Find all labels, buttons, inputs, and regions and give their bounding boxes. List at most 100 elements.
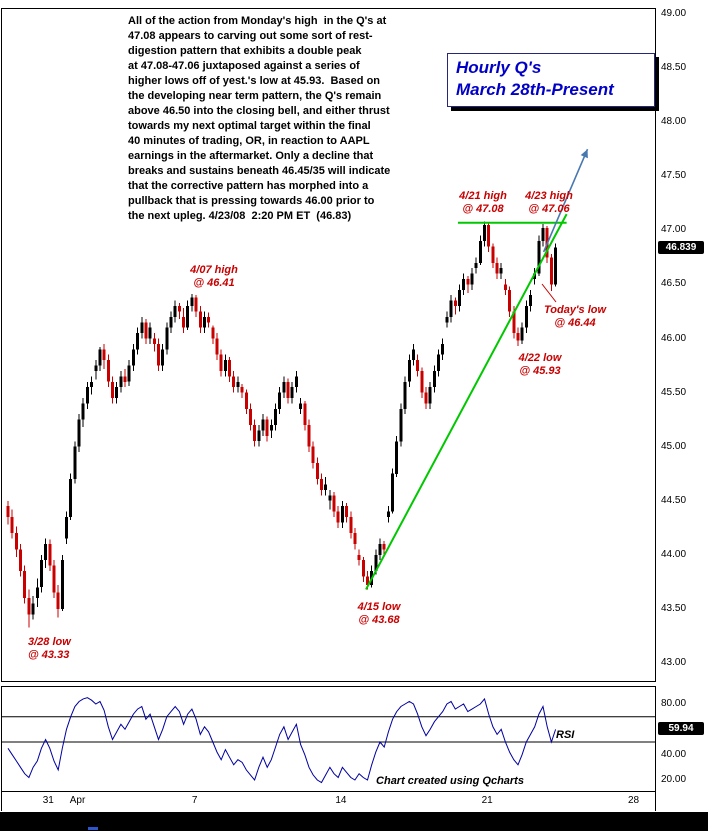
candle-body: [119, 376, 123, 388]
candle-body: [203, 316, 206, 328]
candle-body: [378, 544, 382, 555]
candle-body: [324, 484, 328, 490]
candle-body: [512, 311, 516, 334]
candle-body: [353, 533, 357, 544]
candle-body: [65, 517, 68, 539]
candle-body: [524, 306, 528, 328]
candle-body: [374, 554, 378, 571]
candle-body: [269, 425, 273, 431]
candle-body: [278, 392, 282, 409]
candle-body: [462, 279, 466, 290]
last-price-badge: 46.839: [658, 241, 704, 254]
candle-body: [466, 279, 470, 285]
candle-body: [198, 311, 202, 328]
candle-body: [81, 403, 85, 420]
candle-body: [165, 327, 169, 350]
candle-body: [169, 316, 173, 328]
chart-title-box: Hourly Q's March 28th-Present: [447, 53, 655, 107]
candle-body: [56, 592, 60, 609]
candle-body: [215, 338, 219, 355]
candle-body: [554, 247, 558, 285]
candle-body: [98, 349, 102, 366]
price-panel-frame: [1, 8, 656, 682]
candle-body: [261, 419, 265, 431]
candle-body: [508, 289, 512, 312]
candle-body: [303, 403, 307, 425]
candle-body: [236, 381, 240, 388]
candle-body: [14, 533, 18, 550]
candle-body: [412, 349, 415, 361]
candle-body: [449, 300, 453, 317]
candle-body: [194, 297, 198, 312]
candle-body: [294, 376, 298, 388]
candle-body: [533, 273, 537, 279]
candle-body: [478, 241, 482, 263]
bottom-bar: [0, 812, 708, 831]
candle-body: [19, 549, 22, 571]
candle-body: [211, 327, 215, 339]
chart-title-line1: Hourly Q's: [456, 58, 542, 77]
candle-body: [424, 392, 428, 404]
candle-body: [27, 598, 31, 615]
projection-arrow: [542, 148, 589, 253]
candle-body: [366, 576, 369, 586]
candle-body: [520, 327, 524, 341]
candle-body: [148, 327, 152, 339]
candle-body: [445, 316, 449, 323]
candle-body: [244, 392, 248, 409]
candle-body: [131, 349, 135, 366]
candle-body: [399, 408, 403, 442]
candle-body: [186, 306, 190, 328]
candle-body: [361, 560, 365, 577]
candle-body: [207, 316, 211, 323]
candle-body: [420, 371, 424, 393]
candle-body: [315, 462, 319, 480]
candle-body: [106, 360, 110, 382]
candle-body: [127, 365, 131, 382]
candle-body: [102, 349, 106, 361]
ascending-trendline: [365, 213, 568, 590]
candle-body: [73, 446, 77, 480]
candle-body: [499, 268, 503, 274]
chart-title-line2: March 28th-Present: [456, 80, 614, 99]
candle-body: [437, 354, 440, 371]
candle-body: [94, 365, 98, 371]
rsi-value-badge: 59.94: [658, 722, 704, 735]
commentary-text: All of the action from Monday's high in …: [128, 15, 391, 222]
candle-body: [328, 495, 332, 501]
candle-body: [77, 419, 81, 447]
candle-body: [48, 544, 52, 566]
candle-body: [219, 354, 223, 371]
candle-body: [345, 506, 349, 517]
candle-body: [144, 322, 148, 339]
candle-body: [253, 425, 257, 442]
candle-body: [111, 381, 114, 398]
candle-body: [265, 419, 269, 436]
candle-body: [470, 273, 474, 285]
candle-body: [483, 224, 486, 242]
candle-body: [537, 241, 541, 274]
candle-body: [453, 300, 457, 306]
candle-body: [332, 495, 336, 512]
candle-body: [395, 441, 399, 474]
candle-body: [549, 257, 553, 285]
candle-body: [457, 289, 461, 306]
candle-body: [257, 430, 261, 442]
candle-body: [386, 511, 390, 517]
candle-body: [407, 360, 411, 382]
projection-arrowhead: [580, 149, 588, 159]
candle-body: [432, 371, 436, 388]
candle-body: [349, 517, 353, 534]
candle-body: [403, 381, 407, 409]
candle-body: [173, 306, 177, 317]
rsi-line: [7, 697, 557, 784]
candle-body: [39, 560, 43, 588]
candle-body: [23, 571, 27, 599]
candle-body: [6, 506, 10, 517]
candle-body: [299, 403, 303, 409]
rsi-pane-label: RSI: [556, 729, 575, 741]
candle-body: [190, 297, 194, 307]
candle-body: [228, 360, 231, 377]
candle-body: [248, 408, 252, 425]
